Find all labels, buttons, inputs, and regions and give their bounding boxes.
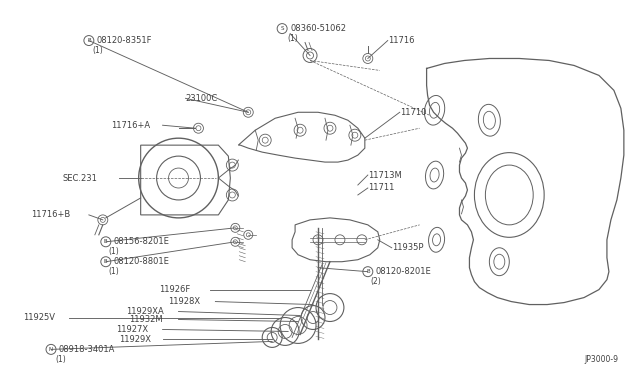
Text: S: S	[280, 26, 284, 31]
Text: 11929XA: 11929XA	[125, 307, 163, 316]
Text: B: B	[104, 259, 108, 264]
Text: 11927X: 11927X	[116, 325, 148, 334]
Text: 11716+B: 11716+B	[31, 211, 70, 219]
Text: 23100C: 23100C	[186, 94, 218, 103]
Text: (2): (2)	[371, 277, 381, 286]
Text: 11713M: 11713M	[368, 170, 401, 180]
Text: JP3000-9: JP3000-9	[585, 355, 619, 364]
Text: 11932M: 11932M	[129, 315, 163, 324]
Text: 08156-8201E: 08156-8201E	[114, 237, 170, 246]
Text: 08918-3401A: 08918-3401A	[59, 345, 115, 354]
Text: 11711: 11711	[368, 183, 394, 192]
Text: (1): (1)	[109, 247, 120, 256]
Text: (1): (1)	[287, 34, 298, 43]
Text: (1): (1)	[93, 46, 104, 55]
Text: 08360-51062: 08360-51062	[290, 24, 346, 33]
Text: 11925V: 11925V	[23, 313, 55, 322]
Text: 08120-8351F: 08120-8351F	[97, 36, 152, 45]
Text: 11716: 11716	[388, 36, 414, 45]
Text: B: B	[87, 38, 91, 43]
Text: 11710: 11710	[400, 108, 426, 117]
Text: 08120-8801E: 08120-8801E	[114, 257, 170, 266]
Text: 11928X: 11928X	[168, 297, 201, 306]
Text: B: B	[104, 239, 108, 244]
Text: SEC.231: SEC.231	[63, 173, 98, 183]
Text: 11929X: 11929X	[119, 335, 151, 344]
Text: (1): (1)	[109, 267, 120, 276]
Text: 11935P: 11935P	[392, 243, 423, 252]
Text: (1): (1)	[55, 355, 66, 364]
Text: B: B	[366, 269, 370, 274]
Text: 11926F: 11926F	[159, 285, 190, 294]
Text: 08120-8201E: 08120-8201E	[376, 267, 431, 276]
Text: N: N	[49, 347, 53, 352]
Text: 11716+A: 11716+A	[111, 121, 150, 130]
